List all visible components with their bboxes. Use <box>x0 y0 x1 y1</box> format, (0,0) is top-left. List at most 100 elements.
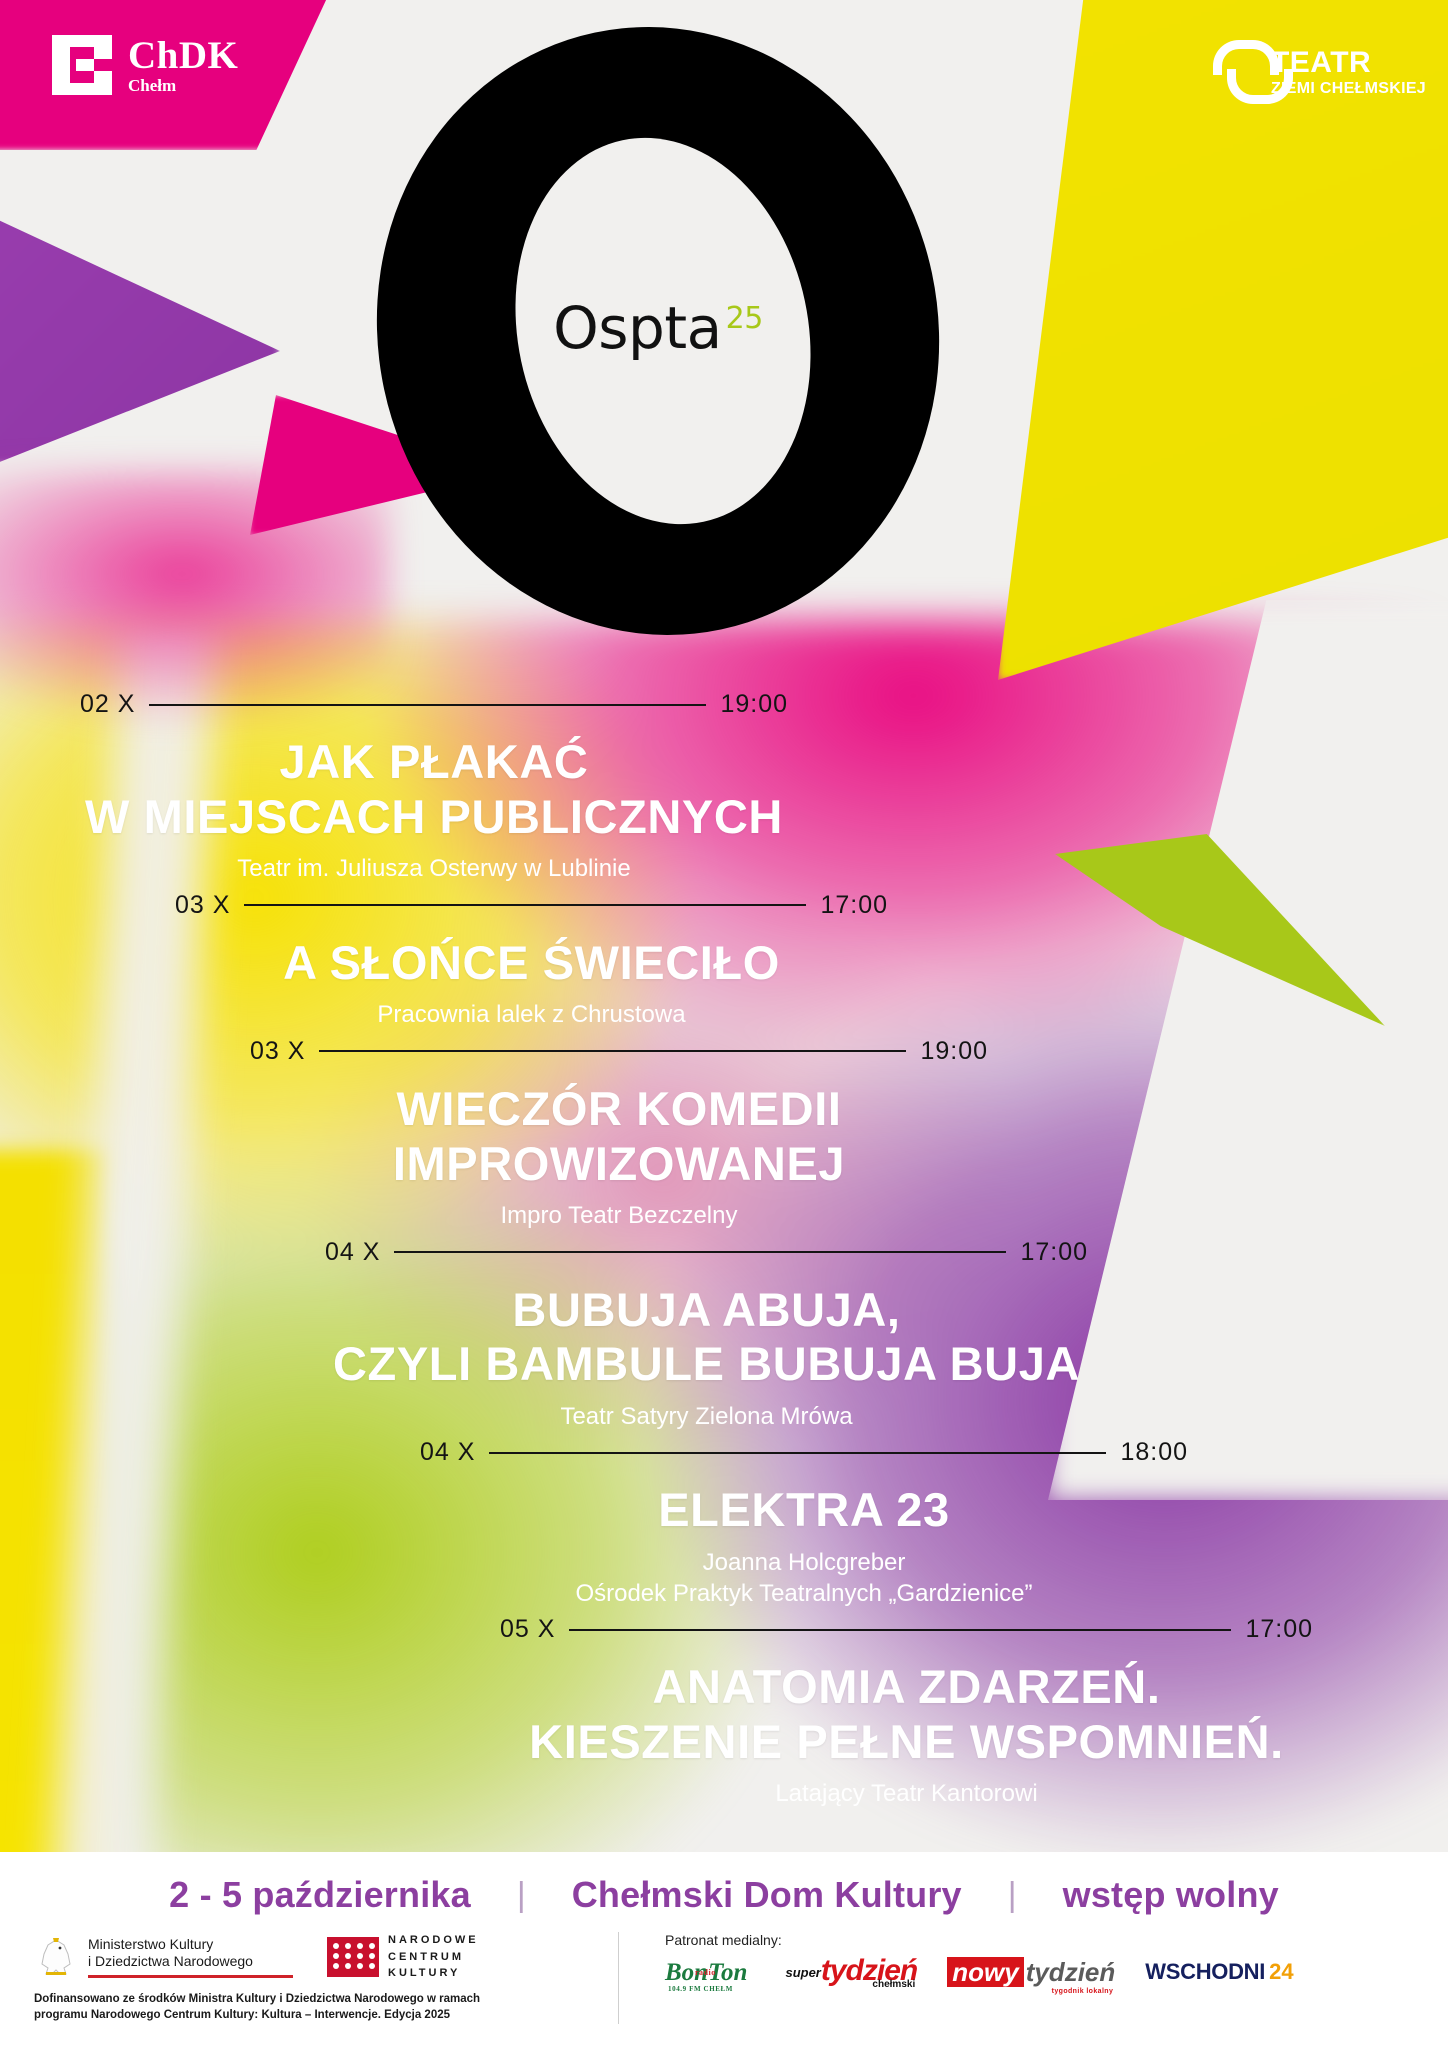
event-rule-line <box>319 1050 907 1053</box>
event-subtitle: Joanna Holcgreber Ośrodek Praktyk Teatral… <box>420 1548 1188 1609</box>
program-event: 02 X 19:00 JAK PŁAKAĆ W MIEJSCACH PUBLICZNY… <box>0 690 1448 885</box>
ministry-line1: Ministerstwo Kultury <box>88 1935 214 1952</box>
festival-wordmark-year: 25 <box>725 300 764 336</box>
teatr-ziemi-chelmskiej-logo: TEATR ZIEMI CHEŁMSKIEJ <box>1212 40 1426 104</box>
footer-credits: Ministerstwo Kultury i Dziedzictwa Narod… <box>0 1916 1448 2024</box>
media-logo-super-tydzien: super tydzień chełmski <box>777 1955 918 1990</box>
ministry-logo: Ministerstwo Kultury i Dziedzictwa Narod… <box>34 1933 293 1980</box>
chdk-logo: ChDK Chełm <box>52 35 238 95</box>
festival-wordmark-text: Ospta <box>553 294 722 362</box>
program-event: 03 X 19:00 WIECZÓR KOMEDII IMPROWIZOWANEJ Im… <box>0 1037 1448 1232</box>
event-title: BUBUJA ABUJA, CZYLI BAMBULE BUBUJA BUJA <box>325 1283 1088 1392</box>
fineprint-line1: Dofinansowano ze środków Ministra Kultur… <box>34 1992 481 2005</box>
bonton-small: radio <box>695 1967 716 1977</box>
event-time: 17:00 <box>1245 1615 1313 1644</box>
footer-separator-1: | <box>516 1875 526 1914</box>
event-rule-line <box>394 1251 1007 1254</box>
nck-logo: NARODOWE CENTRUM KULTURY <box>327 1932 479 1982</box>
footer-admission: wstęp wolny <box>1062 1874 1279 1915</box>
media-logo-nowy-tydzien: nowy tydzień tygodnik lokalny <box>947 1957 1116 1995</box>
nck-line1: NARODOWE <box>388 1934 479 1946</box>
event-date: 04 X <box>325 1237 381 1266</box>
event-subtitle-line: Teatr Satyry Zielona Mrówa <box>560 1402 853 1430</box>
funding-logos: Ministerstwo Kultury i Dziedzictwa Narod… <box>34 1932 594 1982</box>
event-title-line: A SŁOŃCE ŚWIECIŁO <box>283 935 780 989</box>
footer-divider <box>618 1932 619 2024</box>
bonton-sub: 104.9 FM CHEŁM <box>668 1984 733 1993</box>
bonton-wordmark: BonTon radio 104.9 FM CHEŁM <box>665 1960 747 1993</box>
nck-line3: KULTURY <box>388 1967 461 1979</box>
poster-footer: 2 - 5 października | Chełmski Dom Kultur… <box>0 1852 1448 2048</box>
chdk-city: Chełm <box>128 76 177 95</box>
chdk-pixel-mark-icon <box>52 35 112 95</box>
footer-venue: Chełmski Dom Kultury <box>571 1874 962 1915</box>
ministry-red-rule <box>88 1974 293 1978</box>
program-event: 03 X 17:00 A SŁOŃCE ŚWIECIŁO Pracownia lale… <box>0 891 1448 1031</box>
footer-dates: 2 - 5 października <box>169 1874 471 1915</box>
nck-mark-icon <box>327 1936 379 1977</box>
event-title-line: ELEKTRA 23 <box>658 1483 950 1537</box>
event-time: 19:00 <box>920 1036 988 1065</box>
teatr-arc-mark-icon <box>1212 40 1293 104</box>
event-time: 17:00 <box>1020 1237 1088 1266</box>
chdk-name: ChDK <box>128 34 239 77</box>
event-rule: 05 X 17:00 <box>500 1615 1313 1644</box>
event-subtitle-line: Teatr im. Juliusza Osterwy w Lublinie <box>237 855 631 883</box>
festival-o-logo: Ospta 25 <box>320 0 996 688</box>
super-sub: chełmski <box>870 1978 918 1990</box>
program-list: 02 X 19:00 JAK PŁAKAĆ W MIEJSCACH PUBLICZNY… <box>0 690 1448 1816</box>
fineprint-line2: programu Narodowego Centrum Kultury: Kul… <box>34 2009 451 2022</box>
event-subtitle: Pracownia lalek z Chrustowa <box>175 1000 888 1031</box>
event-subtitle: Teatr im. Juliusza Osterwy w Lublinie <box>80 854 788 885</box>
event-title-line: WIECZÓR KOMEDII <box>396 1081 842 1135</box>
nck-text: NARODOWE CENTRUM KULTURY <box>388 1932 479 1982</box>
footer-separator-2: | <box>1007 1875 1017 1914</box>
event-rule: 04 X 18:00 <box>420 1438 1188 1467</box>
event-time: 18:00 <box>1120 1438 1188 1467</box>
event-rule: 02 X 19:00 <box>80 690 788 719</box>
ministry-line2: i Dziedzictwa Narodowego <box>88 1953 253 1970</box>
event-rule-line <box>489 1451 1107 1454</box>
event-title: ELEKTRA 23 <box>420 1483 1188 1538</box>
event-title: JAK PŁAKAĆ W MIEJSCACH PUBLICZNYCH <box>80 735 788 844</box>
media-logo-bonton: BonTon radio 104.9 FM CHEŁM <box>665 1960 747 1993</box>
event-title-line: CZYLI BAMBULE BUBUJA BUJA <box>333 1337 1080 1391</box>
event-title-line: IMPROWIZOWANEJ <box>392 1136 846 1190</box>
program-event: 05 X 17:00 ANATOMIA ZDARZEŃ. KIESZENIE PEŁN… <box>0 1615 1448 1810</box>
event-subtitle-line: Ośrodek Praktyk Teatralnych „Gardzienice… <box>575 1579 1033 1607</box>
event-rule-line <box>244 904 807 907</box>
program-event: 04 X 18:00 ELEKTRA 23 Joanna Holcgreber Ośro… <box>0 1438 1448 1609</box>
funding-block: Ministerstwo Kultury i Dziedzictwa Narod… <box>34 1932 594 2024</box>
event-rule: 03 X 17:00 <box>175 891 888 920</box>
event-title: A SŁOŃCE ŚWIECIŁO <box>175 936 888 991</box>
teatr-line2: ZIEMI CHEŁMSKIEJ <box>1270 79 1426 97</box>
nowy-main2: tydzień <box>1025 1957 1116 1987</box>
event-subtitle: Impro Teatr Bezczelny <box>250 1201 988 1232</box>
wschodni-main: WSCHODNI <box>1145 1959 1266 1984</box>
program-event: 04 X 17:00 BUBUJA ABUJA, CZYLI BAMBULE BUBU… <box>0 1238 1448 1433</box>
event-title: WIECZÓR KOMEDII IMPROWIZOWANEJ <box>250 1082 988 1191</box>
event-subtitle-line: Impro Teatr Bezczelny <box>500 1202 738 1230</box>
event-date: 05 X <box>500 1615 556 1644</box>
super-top: super <box>785 1964 821 1980</box>
nck-line2: CENTRUM <box>388 1950 464 1963</box>
event-subtitle: Teatr Satyry Zielona Mrówa <box>325 1402 1088 1433</box>
event-date: 03 X <box>175 890 231 919</box>
media-logo-wschodni24: WSCHODNI 24 <box>1145 1961 1293 1983</box>
event-date: 03 X <box>250 1036 306 1065</box>
event-time: 19:00 <box>720 690 788 718</box>
event-date: 04 X <box>420 1438 476 1467</box>
chdk-logo-text: ChDK Chełm <box>128 36 238 94</box>
nowy-sub: tygodnik lokalny <box>1051 1988 1114 1995</box>
event-subtitle-line: Joanna Holcgreber <box>702 1549 906 1576</box>
wschodni-badge: 24 <box>1269 1959 1294 1984</box>
polish-eagle-icon <box>34 1933 78 1980</box>
event-title-line: W MIEJSCACH PUBLICZNYCH <box>85 789 783 843</box>
event-subtitle-line: Pracownia lalek z Chrustowa <box>377 1001 686 1029</box>
event-title-line: BUBUJA ABUJA, <box>512 1282 901 1336</box>
footer-info-bar: 2 - 5 października | Chełmski Dom Kultur… <box>0 1852 1448 1916</box>
media-patronage-block: Patronat medialny: BonTon radio 104.9 FM… <box>643 1932 1420 1995</box>
event-title-line: JAK PŁAKAĆ <box>279 735 589 788</box>
festival-wordmark: Ospta 25 <box>378 294 938 362</box>
